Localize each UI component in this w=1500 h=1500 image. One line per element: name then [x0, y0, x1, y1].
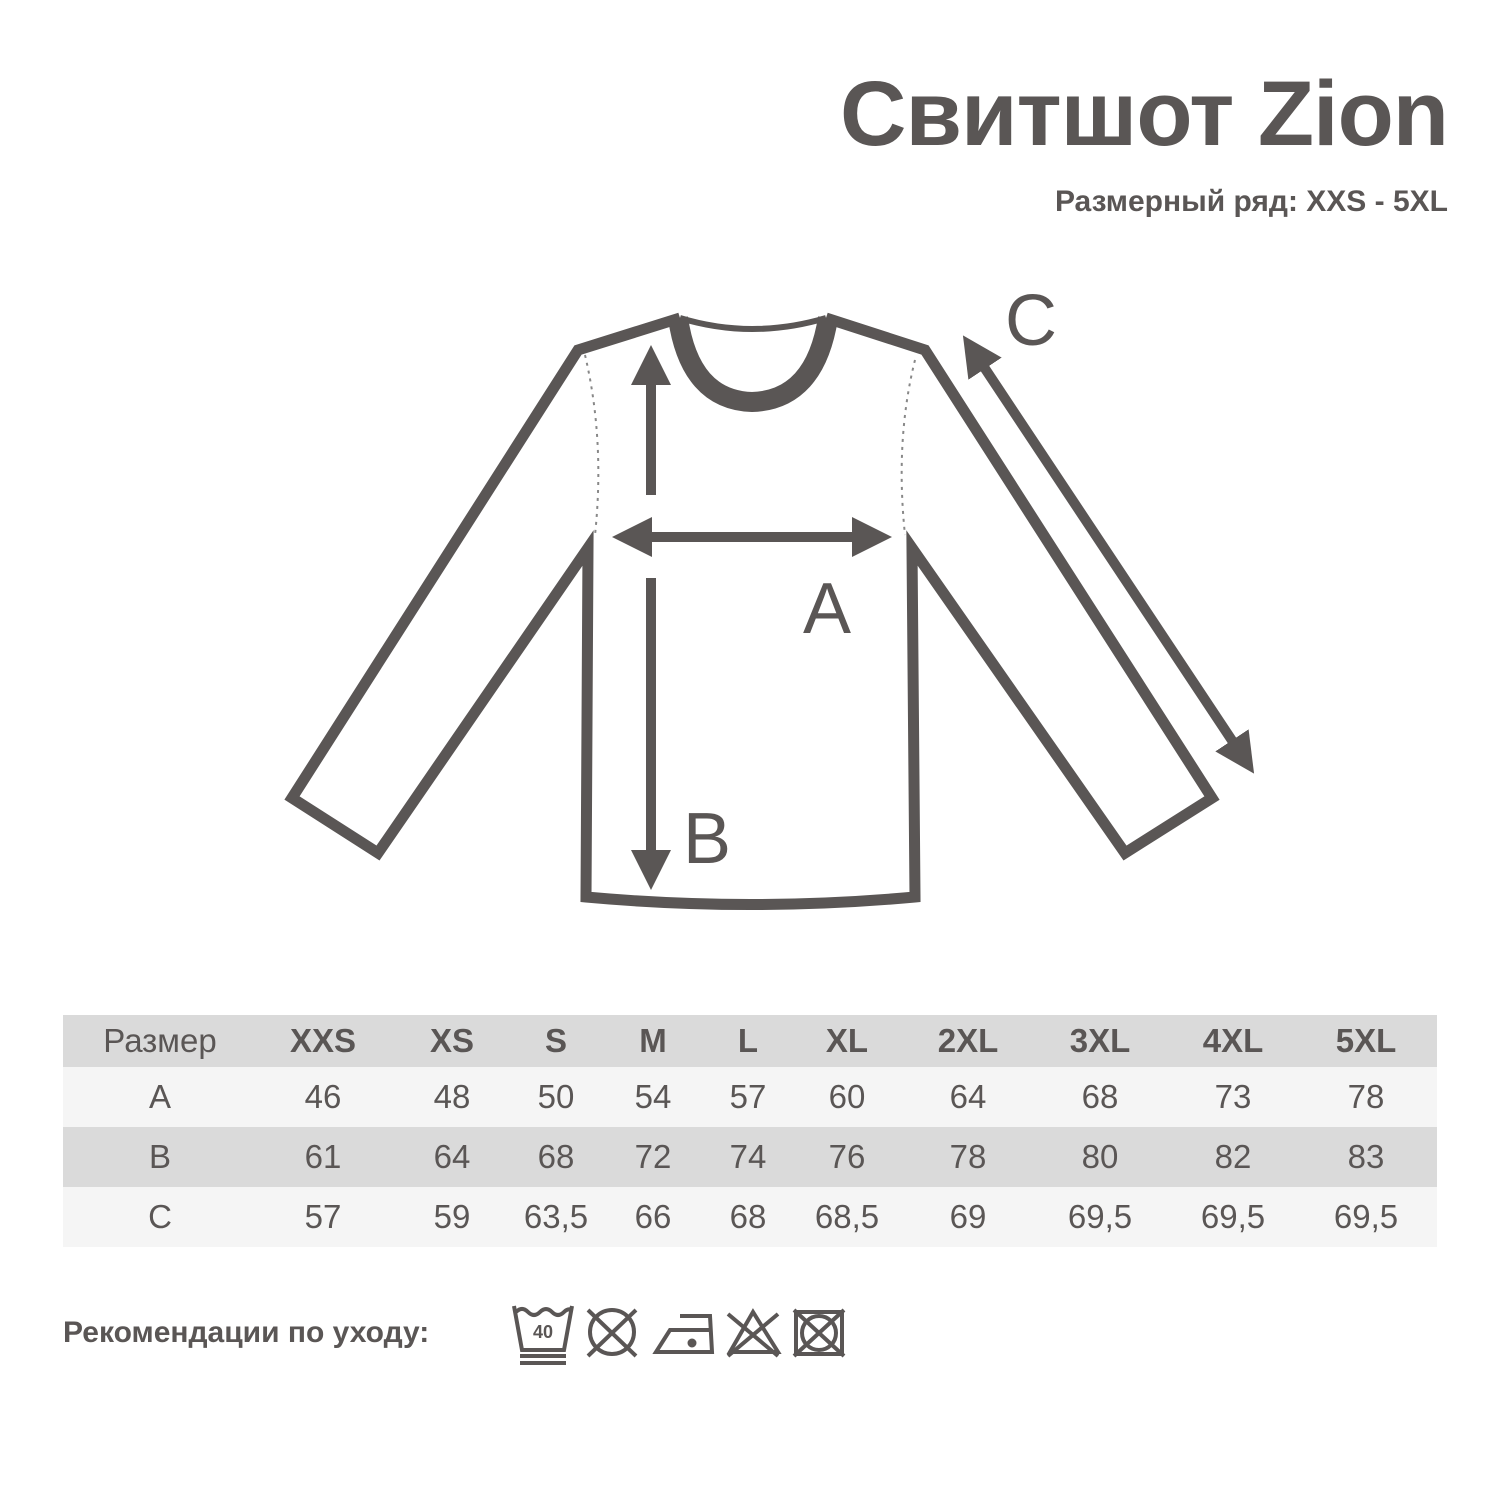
table-row: B 61 64 68 72 74 76 78 80 82 83 [63, 1127, 1437, 1187]
page-title: Свитшот Zion [840, 63, 1449, 165]
header-cell: XL [787, 1015, 907, 1067]
measure-c-arrow [962, 335, 1255, 774]
wash-40-gentle-icon: 40 [512, 1305, 574, 1365]
table-header-row: Размер XXS XS S M L XL 2XL 3XL 4XL 5XL [63, 1015, 1437, 1067]
no-bleach-icon [726, 1308, 782, 1358]
table-cell: 54 [597, 1067, 709, 1127]
table-cell: 68 [515, 1127, 597, 1187]
table-cell: 69,5 [1029, 1187, 1171, 1247]
collar [668, 316, 838, 413]
table-cell: 76 [787, 1127, 907, 1187]
table-cell: 50 [515, 1067, 597, 1127]
table-row: A 46 48 50 54 57 60 64 68 73 78 [63, 1067, 1437, 1127]
header-cell: L [709, 1015, 787, 1067]
header-cell: 3XL [1029, 1015, 1171, 1067]
care-label: Рекомендации по уходу: [63, 1316, 430, 1349]
table-cell: C [63, 1187, 257, 1247]
table-cell: B [63, 1127, 257, 1187]
table-cell: 78 [1295, 1067, 1437, 1127]
table-cell: 74 [709, 1127, 787, 1187]
label-a: A [803, 569, 851, 649]
table-cell: 83 [1295, 1127, 1437, 1187]
table-cell: 73 [1171, 1067, 1295, 1127]
collar-top [679, 315, 827, 332]
table-cell: 68 [1029, 1067, 1171, 1127]
iron-low-icon [652, 1314, 715, 1354]
table-cell: 68 [709, 1187, 787, 1247]
table-cell: 66 [597, 1187, 709, 1247]
header-cell: 4XL [1171, 1015, 1295, 1067]
table-cell: 69,5 [1171, 1187, 1295, 1247]
table-cell: 68,5 [787, 1187, 907, 1247]
label-b: B [683, 799, 731, 879]
table-cell: 78 [907, 1127, 1029, 1187]
table-cell: 64 [907, 1067, 1029, 1127]
header-cell: 2XL [907, 1015, 1029, 1067]
size-range: Размерный ряд: XXS - 5XL [1054, 185, 1448, 218]
table-cell: 80 [1029, 1127, 1171, 1187]
table-cell: 48 [389, 1067, 515, 1127]
size-table: Размер XXS XS S M L XL 2XL 3XL 4XL 5XL A… [63, 1015, 1437, 1247]
table-cell: 59 [389, 1187, 515, 1247]
table-cell: 64 [389, 1127, 515, 1187]
table-cell: 69 [907, 1187, 1029, 1247]
table-cell: 46 [257, 1067, 389, 1127]
header-cell: Размер [63, 1015, 257, 1067]
header-cell: M [597, 1015, 709, 1067]
left-armhole-seam [584, 354, 600, 536]
table-cell: 57 [709, 1067, 787, 1127]
header-cell: 5XL [1295, 1015, 1437, 1067]
table-cell: 57 [257, 1187, 389, 1247]
no-dry-clean-icon [792, 1308, 846, 1358]
table-cell: 60 [787, 1067, 907, 1127]
header-cell: XXS [257, 1015, 389, 1067]
table-cell: 82 [1171, 1127, 1295, 1187]
table-row: C 57 59 63,5 66 68 68,5 69 69,5 69,5 69,… [63, 1187, 1437, 1247]
sweatshirt-outline [284, 312, 1220, 910]
sweatshirt-diagram: A B C [284, 281, 1255, 910]
table-cell: 63,5 [515, 1187, 597, 1247]
table-cell: 72 [597, 1127, 709, 1187]
header-cell: S [515, 1015, 597, 1067]
table-cell: 69,5 [1295, 1187, 1437, 1247]
right-armhole-seam [900, 359, 916, 536]
header-cell: XS [389, 1015, 515, 1067]
table-cell: 61 [257, 1127, 389, 1187]
no-tumble-dry-icon [586, 1308, 638, 1358]
svg-text:40: 40 [533, 1322, 553, 1342]
label-c: C [1005, 281, 1057, 361]
table-cell: A [63, 1067, 257, 1127]
care-icons: 40 [512, 1305, 846, 1365]
